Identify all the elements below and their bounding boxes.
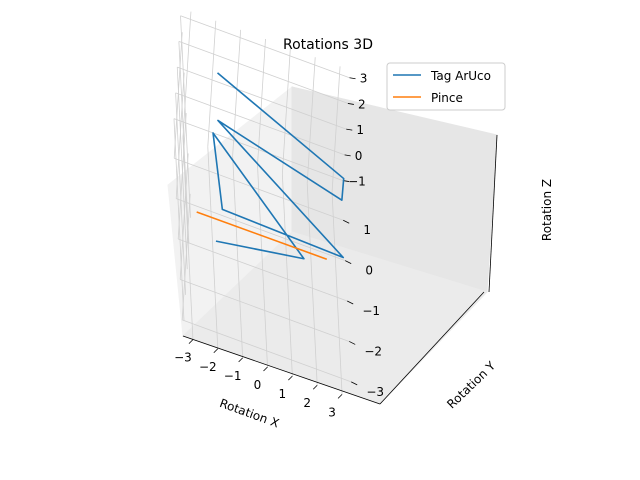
z-tick-label: 3 bbox=[360, 72, 368, 86]
grid-line-x-floor bbox=[306, 183, 318, 386]
y-axis-label: Rotation Y bbox=[444, 358, 498, 411]
grid-line-y-wall bbox=[179, 153, 189, 280]
z-tick-label: −1 bbox=[348, 175, 366, 189]
y-tick-label: 1 bbox=[363, 223, 371, 237]
grid-line-x-wall bbox=[232, 29, 242, 156]
x-tick-label: 1 bbox=[279, 387, 287, 401]
grid-line-x-floor bbox=[207, 146, 219, 349]
grid-line-x-wall bbox=[182, 11, 192, 138]
x-tick-label: −2 bbox=[199, 360, 217, 374]
grid-line-z-left bbox=[173, 118, 185, 321]
z-tick-label: 2 bbox=[358, 97, 366, 111]
y-tick-mark bbox=[349, 341, 356, 345]
grid-line-x-floor bbox=[281, 174, 293, 377]
x-tick-mark bbox=[188, 339, 194, 344]
x-tick-mark bbox=[337, 394, 343, 399]
grid-line-x-floor bbox=[331, 192, 343, 395]
x-tick-label: 0 bbox=[254, 378, 262, 392]
grid-line-z-right bbox=[178, 41, 349, 104]
grid-line-x-floor bbox=[232, 155, 244, 358]
series-line-tag-aruco bbox=[212, 72, 345, 260]
grid-line-y-wall bbox=[173, 32, 183, 159]
y-tick-mark bbox=[345, 260, 352, 264]
axis-panes bbox=[167, 85, 498, 405]
grid-line-z-left bbox=[175, 92, 187, 295]
tick-labels: −3 −2 −1 0 1 2 3 −3 −2 −1 0 1 −1 0 1 2 3 bbox=[174, 72, 384, 420]
grid-line-x-wall bbox=[331, 66, 341, 193]
grid-line-y-floor bbox=[180, 279, 350, 342]
y-tick-label: 0 bbox=[365, 264, 373, 278]
x-tick-mark bbox=[288, 375, 293, 381]
grid-line-y-floor bbox=[174, 157, 344, 221]
x-tick-label: 3 bbox=[328, 405, 336, 419]
grid-line-x-floor bbox=[182, 137, 194, 340]
grid-line-x-wall bbox=[207, 20, 217, 147]
x-tick-mark bbox=[238, 357, 243, 363]
x-axis-line bbox=[182, 335, 381, 405]
z-axis-line bbox=[488, 134, 498, 293]
z-tick-label: 0 bbox=[355, 149, 363, 163]
series-line-pince bbox=[196, 211, 328, 260]
legend: Tag ArUco Pince bbox=[386, 62, 506, 111]
grid-line-z-right bbox=[173, 118, 344, 181]
z-axis-label: Rotation Z bbox=[540, 179, 554, 241]
chart-title: Rotations 3D bbox=[283, 37, 373, 53]
x-tick-mark bbox=[312, 384, 318, 390]
series-layer bbox=[196, 72, 345, 260]
z-tick-label: 1 bbox=[356, 123, 364, 137]
grid-line-z-right bbox=[175, 92, 345, 156]
x-tick-mark bbox=[213, 348, 219, 354]
y-tick-label: −2 bbox=[364, 344, 382, 358]
grid-line-z-right bbox=[177, 66, 347, 130]
grid-line-z-right bbox=[180, 15, 350, 79]
z-tick-mark bbox=[346, 128, 353, 131]
grid-line-z-left bbox=[176, 67, 188, 270]
legend-label-tag-aruco: Tag ArUco bbox=[430, 69, 491, 83]
x-axis-label: Rotation X bbox=[218, 396, 281, 430]
legend-label-pince: Pince bbox=[431, 91, 463, 105]
grid-line-x-floor bbox=[257, 164, 268, 368]
z-tick-mark bbox=[344, 154, 351, 157]
grid-line-y-wall bbox=[181, 193, 191, 320]
y-tick-label: −1 bbox=[362, 304, 380, 318]
z-tick-mark bbox=[349, 77, 356, 80]
grid-line-z-left bbox=[178, 41, 190, 244]
grid-line-x-wall bbox=[306, 57, 316, 184]
z-tick-mark bbox=[347, 103, 354, 105]
y-axis-line bbox=[379, 291, 485, 405]
grid-lines bbox=[173, 11, 352, 395]
grid-line-y-wall bbox=[175, 72, 185, 199]
grid-line-x-wall bbox=[257, 38, 266, 166]
x-tick-label: −3 bbox=[174, 351, 192, 365]
y-tick-mark bbox=[343, 219, 350, 224]
x-tick-label: 2 bbox=[303, 396, 311, 410]
x-tick-label: −1 bbox=[224, 369, 242, 383]
y-tick-mark bbox=[347, 300, 354, 305]
grid-line-y-floor bbox=[182, 319, 352, 383]
y-tick-label: −3 bbox=[366, 385, 384, 399]
grid-line-y-wall bbox=[177, 113, 187, 240]
axis-lines bbox=[182, 134, 498, 405]
grid-line-z-left bbox=[180, 15, 191, 218]
grid-line-y-floor bbox=[178, 238, 348, 302]
grid-line-x-wall bbox=[281, 48, 291, 175]
y-tick-mark bbox=[351, 381, 358, 386]
tick-marks bbox=[188, 77, 358, 399]
x-tick-mark bbox=[263, 366, 268, 372]
grid-line-y-floor bbox=[176, 198, 346, 262]
